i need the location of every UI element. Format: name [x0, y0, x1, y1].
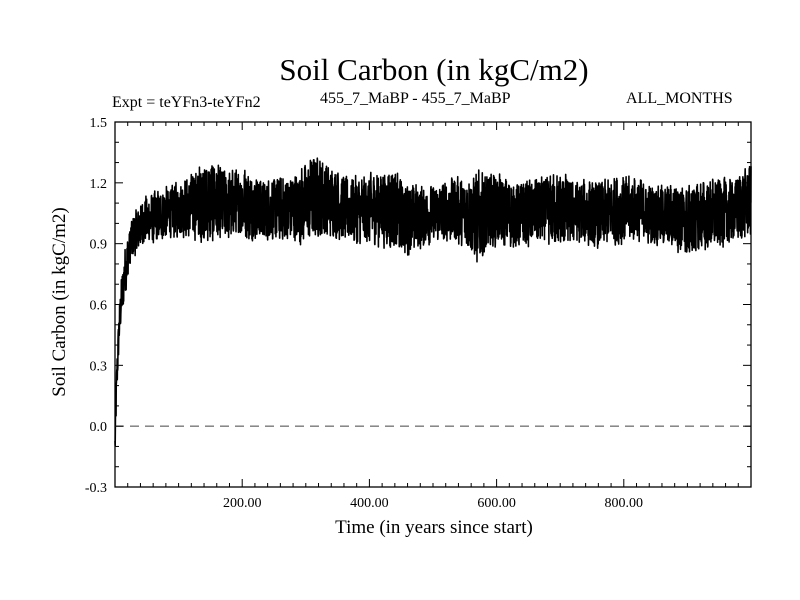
- series-layer: [114, 157, 752, 447]
- chart-title: Soil Carbon (in kgC/m2): [279, 52, 589, 87]
- axis-layer: -0.3 0.0 0.3 0.6 0.9 1.2 1.5 200.00 400.00 600.00…: [85, 116, 751, 511]
- y-tick-label: -0.3: [85, 481, 107, 496]
- x-tick-label: 200.00: [223, 496, 262, 511]
- y-tick-label: 0.6: [90, 299, 108, 314]
- experiment-label: Expt = teYFn3-teYFn2: [112, 94, 261, 111]
- experiment-name-label: 455_7_MaBP - 455_7_MaBP: [320, 90, 511, 107]
- months-label: ALL_MONTHS: [626, 90, 733, 107]
- x-tick-label: 400.00: [350, 496, 389, 511]
- y-tick-label: 1.5: [90, 116, 108, 131]
- x-tick-label: 800.00: [605, 496, 644, 511]
- plot-frame: [114, 121, 752, 488]
- x-tick-label: 600.00: [477, 496, 516, 511]
- y-tick-label: 1.2: [90, 177, 108, 192]
- y-tick-label: 0.0: [90, 420, 108, 435]
- x-axis-label: Time (in years since start): [335, 517, 533, 538]
- series-soil-carbon: [114, 157, 752, 447]
- y-tick-label: 0.9: [90, 238, 108, 253]
- y-tick-label: 0.3: [90, 359, 108, 374]
